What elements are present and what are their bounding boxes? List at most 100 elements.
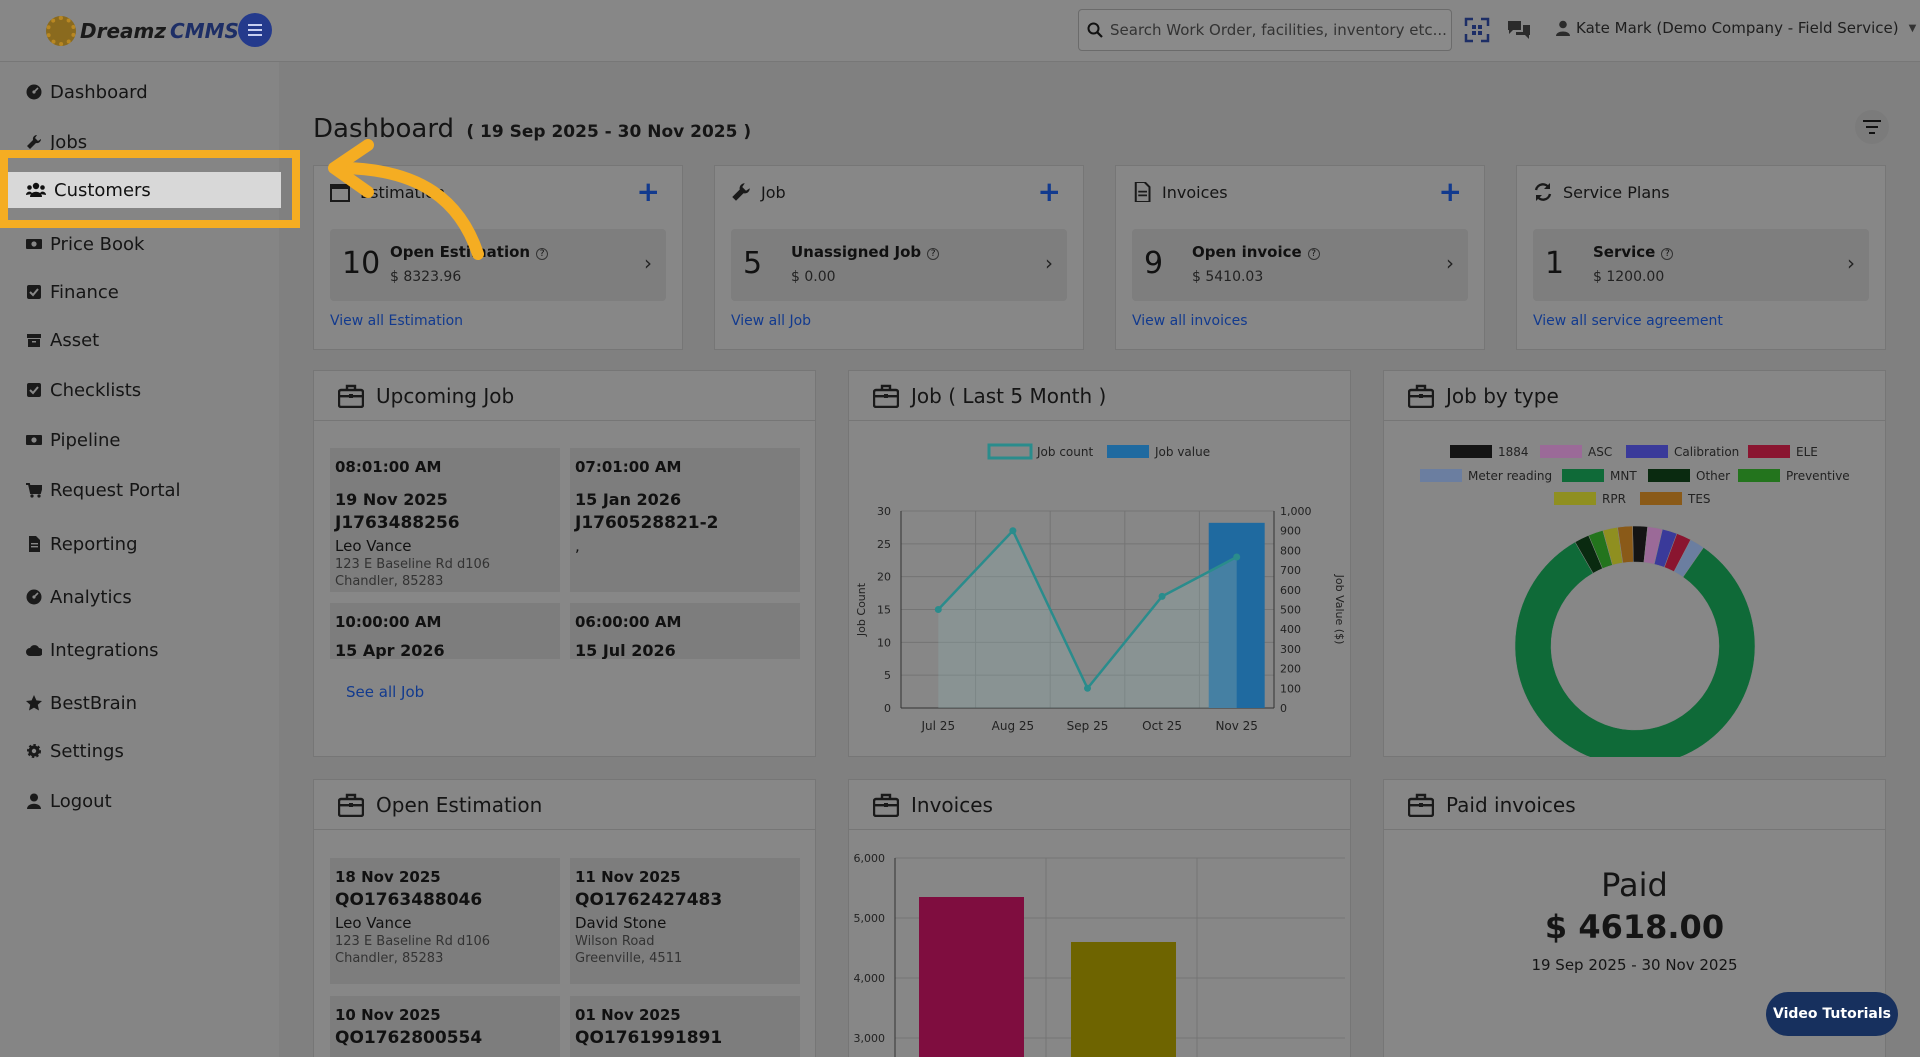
sidebar-item-logout[interactable]: Logout — [26, 787, 112, 815]
donut-slice-mnt — [1514, 541, 1756, 757]
file-icon — [29, 536, 40, 552]
y-tick-label: 30 — [877, 505, 891, 518]
job-by-type-panel: Job by type 1884 ASC Calibration ELE Meter r… — [1383, 370, 1886, 757]
open-estimation-label-text: Open Estimation — [390, 243, 531, 261]
logo-text-dreamz: Dreamz — [80, 19, 167, 43]
global-search[interactable] — [1078, 9, 1452, 51]
upcoming-job-tile[interactable]: 07:01:00 AM 15 Jan 2026 J1760528821-2 , — [570, 448, 800, 592]
view-all-job-link[interactable]: View all Job — [731, 313, 812, 329]
sidebar-item-pipeline[interactable]: Pipeline — [26, 426, 120, 454]
scan-icon[interactable] — [1464, 17, 1490, 43]
sidebar-item-checklists[interactable]: Checklists — [26, 376, 141, 404]
unassigned-job-summary[interactable]: 5 Unassigned Job? $ 0.00 › — [731, 229, 1067, 301]
sidebar-item-request-portal[interactable]: Request Portal — [26, 476, 181, 504]
open-invoice-summary[interactable]: 9 Open invoice? $ 5410.03 › — [1132, 229, 1468, 301]
chevron-right-icon: › — [1045, 251, 1053, 275]
chat-icon[interactable] — [1506, 18, 1532, 42]
chevron-right-icon: › — [1847, 251, 1855, 275]
y2-tick-label: 900 — [1280, 525, 1301, 538]
job-count-point — [1158, 592, 1166, 600]
search-input[interactable] — [1110, 21, 1451, 39]
y-tick-label: 10 — [877, 636, 891, 649]
legend-swatch-job-count — [987, 443, 1033, 460]
view-all-invoices-link[interactable]: View all invoices — [1132, 313, 1248, 329]
sidebar-item-jobs[interactable]: Jobs — [26, 128, 87, 156]
job-customer: Leo Vance — [335, 537, 412, 555]
y2-tick-label: 0 — [1280, 702, 1287, 715]
filter-button[interactable] — [1855, 110, 1889, 144]
sidebar-item-finance[interactable]: Finance — [26, 278, 119, 306]
y-tick-label: 5,000 — [854, 912, 886, 925]
legend-swatch — [1562, 469, 1604, 482]
service-plans-card-title: Service Plans — [1563, 182, 1670, 202]
job-count-point — [934, 606, 942, 613]
estimation-id: QO1761991891 — [575, 1028, 723, 1048]
y-tick-label: 3,000 — [854, 1032, 886, 1045]
sidebar-item-dashboard[interactable]: Dashboard — [26, 78, 148, 106]
sidebar-item-settings[interactable]: Settings — [26, 737, 124, 765]
estimation-address-line2: Chandler, 85283 — [335, 951, 444, 966]
donut-slice-tes — [1617, 525, 1634, 564]
paid-invoices-header: Paid invoices — [1384, 780, 1885, 830]
y-tick-label: 0 — [884, 702, 891, 715]
video-tutorials-button[interactable]: Video Tutorials — [1766, 992, 1898, 1036]
date-range: ( 19 Sep 2025 - 30 Nov 2025 ) — [466, 122, 752, 142]
legend-label: 1884 — [1498, 445, 1529, 459]
legend-label: ELE — [1796, 445, 1818, 459]
estimation-customer: David Stone — [575, 914, 667, 932]
view-all-service-agreement-link[interactable]: View all service agreement — [1533, 313, 1723, 329]
sidebar-toggle-button[interactable] — [238, 13, 272, 47]
open-estimation-summary[interactable]: 10 Open Estimation? $ 8323.96 › — [330, 229, 666, 301]
estimation-tile[interactable]: 10 Nov 2025 QO1762800554 — [330, 996, 560, 1057]
invoices-chart-title: Invoices — [911, 792, 993, 817]
estimation-tile[interactable]: 18 Nov 2025 QO1763488046 Leo Vance 123 E… — [330, 858, 560, 984]
add-job-button[interactable]: + — [1037, 175, 1061, 208]
sidebar-item-price-book[interactable]: Price Book — [26, 230, 144, 258]
legend-swatch-job-value — [1107, 445, 1149, 458]
job-type-donut-chart: 1884 ASC Calibration ELE Meter reading MNT Oth… — [1420, 445, 1850, 757]
upcoming-job-tile[interactable]: 08:01:00 AM 19 Nov 2025 J1763488256 Leo … — [330, 448, 560, 592]
paid-date-range: 19 Sep 2025 - 30 Nov 2025 — [1531, 956, 1738, 974]
briefcase-icon — [1408, 384, 1434, 408]
y-tick-label: 4,000 — [854, 972, 886, 985]
unassigned-job-label-text: Unassigned Job — [791, 243, 922, 261]
estimation-tile[interactable]: 11 Nov 2025 QO1762427483 David Stone Wil… — [570, 858, 800, 984]
job-time: 10:00:00 AM — [335, 613, 442, 631]
sidebar-item-reporting[interactable]: Reporting — [26, 530, 138, 558]
see-all-job-link[interactable]: See all Job — [346, 683, 425, 701]
open-invoice-label: Open invoice? — [1192, 243, 1320, 261]
sidebar-item-customers[interactable]: Customers — [8, 172, 281, 208]
job-count-point — [1009, 527, 1017, 535]
view-all-estimation-link[interactable]: View all Estimation — [330, 313, 464, 329]
sidebar-item-integrations[interactable]: Integrations — [26, 636, 159, 664]
sidebar-item-label: Jobs — [50, 131, 88, 153]
job-chart-header: Job ( Last 5 Month ) — [849, 371, 1350, 421]
service-label-text: Service — [1593, 243, 1656, 261]
add-invoice-button[interactable]: + — [1438, 175, 1462, 208]
estimation-card-title: Estimation — [360, 182, 446, 202]
job-card: Job + 5 Unassigned Job? $ 0.00 › View al… — [714, 165, 1084, 350]
app-logo[interactable]: Dreamz CMMS — [46, 14, 239, 48]
open-estimation-title: Open Estimation — [376, 792, 543, 817]
hamburger-icon-line — [248, 29, 262, 31]
user-menu[interactable]: Kate Mark (Demo Company - Field Service)… — [1556, 19, 1916, 37]
estimation-tile[interactable]: 01 Nov 2025 QO1761991891 — [570, 996, 800, 1057]
add-estimation-button[interactable]: + — [636, 175, 660, 208]
money-icon — [26, 435, 42, 445]
sidebar-item-bestbrain[interactable]: BestBrain — [26, 689, 137, 717]
info-icon: ? — [1661, 248, 1674, 260]
open-estimation-label: Open Estimation? — [390, 243, 549, 261]
legend-swatch — [1748, 445, 1790, 458]
filter-icon — [1863, 120, 1881, 134]
paid-invoices-title: Paid invoices — [1446, 792, 1576, 817]
x-tick-label: Jul 25 — [921, 719, 956, 733]
job-count-point — [1233, 553, 1241, 561]
estimation-id: QO1763488046 — [335, 890, 483, 910]
upcoming-job-tile[interactable]: 06:00:00 AM 15 Jul 2026 — [570, 603, 800, 659]
legend-label: TES — [1687, 492, 1711, 506]
sidebar-item-asset[interactable]: Asset — [26, 326, 99, 354]
sidebar-item-analytics[interactable]: Analytics — [26, 583, 132, 611]
upcoming-job-tile[interactable]: 10:00:00 AM 15 Apr 2026 — [330, 603, 560, 659]
service-summary[interactable]: 1 Service? $ 1200.00 › — [1533, 229, 1869, 301]
